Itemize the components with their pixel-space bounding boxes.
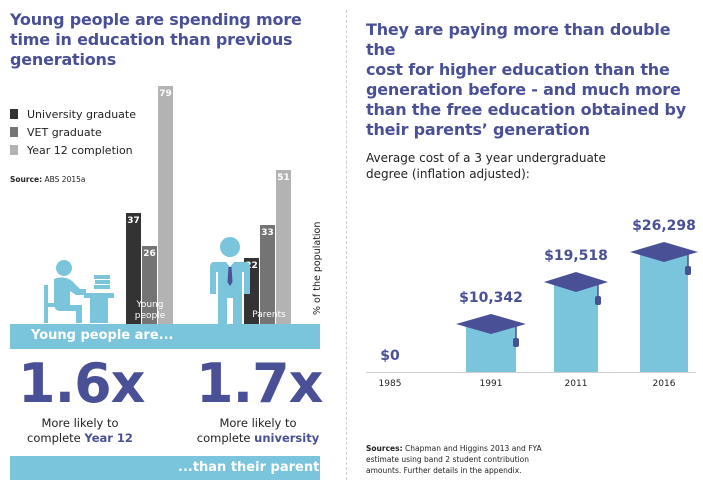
source-text: Chapman and Higgins 2013 and FYA	[404, 444, 542, 453]
student-at-desk-icon	[44, 260, 114, 323]
right-title-line: than the free education obtained by	[366, 100, 686, 119]
left-title: Young people are spending more time in e…	[10, 10, 340, 70]
right-title: They are paying more than double the cos…	[366, 20, 696, 140]
group-label-parents: Parents	[252, 310, 286, 320]
cost-bar-2016	[640, 254, 688, 372]
group-label-young: Young people	[134, 300, 166, 321]
graduation-cap-icon	[544, 272, 608, 306]
than-parents-band-text: ...than their parents	[178, 460, 328, 475]
left-source: Source: ABS 2015a	[10, 175, 86, 184]
left-title-line: generations	[10, 50, 117, 69]
graduation-cap-icon	[456, 313, 526, 347]
cost-value-label: $10,342	[459, 289, 523, 306]
subtitle-line: degree (inflation adjusted):	[366, 167, 530, 181]
bar-value-label: 37	[127, 215, 140, 226]
bar-vet-graduate-0: 26	[142, 245, 157, 324]
left-title-line: time in education than previous	[10, 30, 293, 49]
cost-bar-2011	[554, 284, 598, 372]
than-parents-band	[10, 456, 320, 480]
bar-value-label: 51	[277, 173, 290, 184]
young-people-band	[10, 324, 320, 349]
cost-subtitle: Average cost of a 3 year undergraduate d…	[366, 150, 606, 182]
source-line: estimate using band 2 student contributi…	[366, 455, 529, 464]
stat-university-caption: More likely to complete university	[190, 416, 326, 446]
legend-swatch	[10, 127, 18, 137]
year-tick-label: 2016	[652, 379, 676, 389]
legend-item: University graduate	[10, 105, 136, 123]
year-tick-label: 1991	[479, 379, 503, 389]
bar-university-graduate-0: 37	[126, 212, 141, 324]
sources-label: Sources:	[366, 444, 403, 453]
cost-value-label: $0	[380, 348, 400, 364]
bar-vet-graduate-1: 33	[260, 224, 275, 324]
legend-label: University graduate	[27, 107, 137, 121]
left-title-line: Young people are spending more	[10, 10, 302, 29]
source-line: Sources: Chapman and Higgins 2013 and FY…	[366, 443, 542, 454]
cost-bar-1991	[466, 325, 516, 372]
parent-businessman-icon	[210, 237, 250, 324]
legend-swatch	[10, 109, 18, 119]
bar-year-12-completion-1: 51	[276, 170, 291, 324]
bar-value-label: 79	[159, 89, 172, 99]
year-tick-label: 2011	[564, 379, 588, 389]
legend-swatch	[10, 145, 18, 155]
graduation-cap-icon	[630, 242, 698, 275]
legend: University graduate VET graduate Year 12…	[10, 105, 136, 159]
source-text: ABS 2015a	[44, 175, 86, 184]
column-divider	[346, 10, 347, 480]
stat-caption-plain: complete	[196, 431, 255, 445]
source-label: Source:	[10, 175, 43, 184]
stat-year12-value: 1.6x	[18, 352, 145, 415]
legend-label: VET graduate	[27, 125, 102, 139]
stat-caption-line: More likely to	[41, 416, 119, 430]
stat-university-value: 1.7x	[196, 352, 323, 415]
stat-year12-caption: More likely to complete Year 12	[20, 416, 140, 446]
education-bar-chart: 37 26 79 22 33 51	[0, 0, 346, 330]
cost-value-label: $19,518	[544, 248, 608, 265]
right-sources: Sources: Chapman and Higgins 2013 and FY…	[366, 443, 542, 476]
right-title-line: They are paying more than double the	[366, 20, 671, 59]
y-axis-label: % of the population	[312, 221, 323, 315]
bar-year-12-completion-0: 79	[158, 86, 173, 324]
right-title-line: cost for higher education than the	[366, 60, 670, 79]
subtitle-line: Average cost of a 3 year undergraduate	[366, 151, 606, 165]
bar-value-label: 22	[245, 260, 258, 271]
stat-caption-plain: complete	[27, 431, 85, 445]
stat-caption-line: complete university	[190, 431, 326, 446]
right-title-line: their parents’ generation	[366, 120, 590, 139]
legend-item: VET graduate	[10, 123, 136, 141]
legend-item: Year 12 completion	[10, 141, 136, 159]
legend-label: Year 12 completion	[27, 143, 133, 157]
stat-caption-bold: university	[254, 431, 320, 445]
bar-value-label: 26	[143, 248, 156, 259]
bar-value-label: 33	[261, 227, 274, 238]
stat-caption-bold: Year 12	[84, 431, 133, 445]
source-line: amounts. Further details in the appendix…	[366, 466, 522, 475]
cost-axis-line	[366, 372, 696, 373]
stat-caption-line: More likely to	[219, 416, 297, 430]
right-title-line: generation before - and much more	[366, 80, 681, 99]
young-people-band-text: Young people are...	[31, 328, 174, 343]
cost-value-label: $26,298	[632, 218, 696, 234]
year-tick-label: 1985	[378, 379, 402, 389]
stat-caption-line: complete Year 12	[20, 431, 140, 446]
